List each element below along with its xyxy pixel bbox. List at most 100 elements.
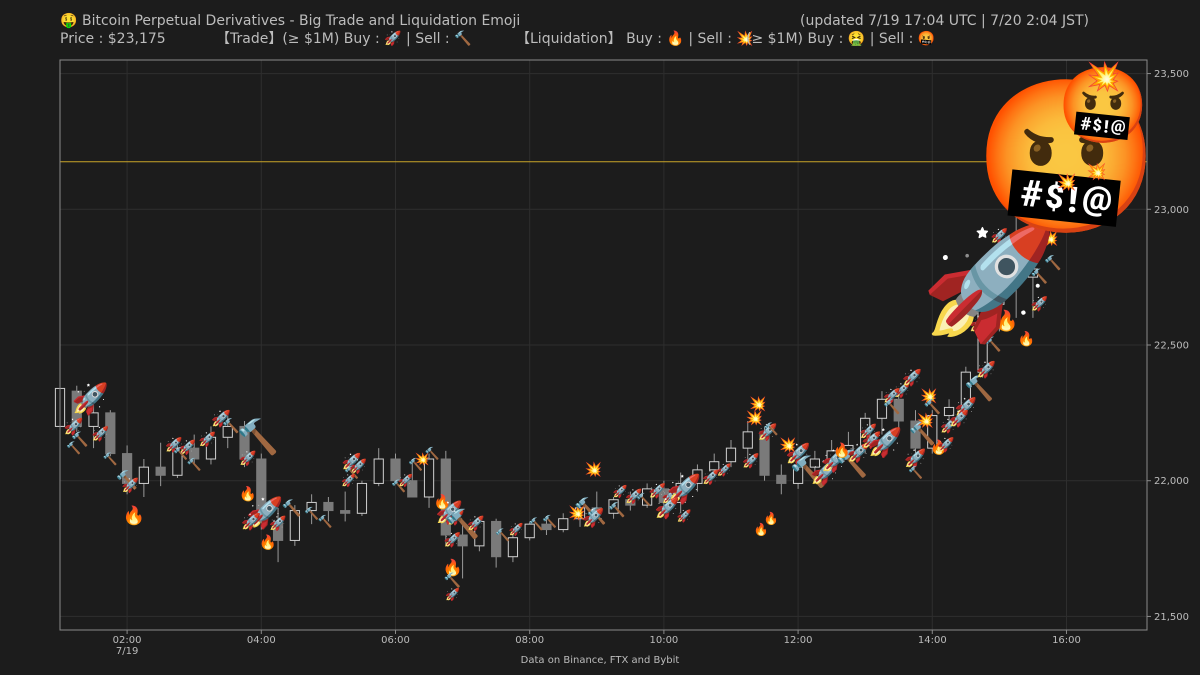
candle — [222, 415, 233, 449]
boom-marker-icon: 💥 — [568, 504, 585, 521]
x-tick-label: 12:00 — [784, 635, 813, 646]
hammer-marker-icon: 🔨 — [222, 417, 239, 434]
legend-liquidation: 【Liquidation】 Buy : 🔥 | Sell : 💥 — [516, 31, 754, 47]
candle-body — [642, 488, 653, 506]
candle — [121, 445, 133, 495]
rocket-marker-icon: 🚀 — [860, 423, 878, 440]
y-axis: 21,500 22,000 22,500 23,000 23,500 — [1147, 69, 1189, 623]
fire-marker-icon: 🔥 — [434, 493, 451, 510]
hammer-marker-icon: 🔨 — [836, 448, 868, 479]
rocket-marker-icon: 🚀 — [341, 474, 356, 488]
hammer-marker-icon: 🔨 — [282, 498, 302, 517]
hammer-marker-icon: 🔨 — [764, 422, 779, 436]
x-tick-label: 06:00 — [381, 635, 410, 646]
candle-body — [1011, 249, 1022, 278]
y-tick-label: 22,000 — [1154, 476, 1189, 487]
boom-marker-icon: 💥 — [585, 461, 602, 478]
rocket-marker-icon: 🚀 — [821, 448, 848, 474]
rocket-marker-icon: 🚀 — [445, 588, 460, 602]
rocket-marker-icon: 🚀 — [999, 257, 1019, 276]
candle — [88, 404, 99, 449]
candle — [407, 459, 418, 498]
candle — [440, 450, 451, 546]
y-tick-label: 23,000 — [1154, 205, 1189, 216]
candle — [642, 483, 653, 508]
angry-marker-icon: 🤬 — [973, 71, 1160, 245]
candle — [910, 410, 921, 465]
hammer-marker-icon: 🔨 — [445, 508, 480, 541]
hammer-marker-icon: 🔨 — [344, 466, 359, 480]
hammer-marker-icon: 🔨 — [304, 506, 319, 520]
rocket-marker-icon: 🚀 — [435, 500, 462, 526]
rocket-marker-icon: 🚀 — [625, 488, 643, 505]
candle — [843, 431, 854, 459]
candle — [289, 505, 300, 546]
rocket-marker-icon: 🚀 — [122, 477, 140, 494]
candle — [625, 491, 636, 511]
hammer-marker-icon: 🔨 — [789, 454, 826, 490]
candle — [491, 518, 502, 568]
rocket-marker-icon: 🚀 — [398, 474, 413, 488]
candle — [474, 518, 485, 552]
rocket-marker-icon: 🚀 — [165, 436, 183, 453]
y-tick-label: 23,500 — [1154, 69, 1189, 80]
rocket-marker-icon: 🚀 — [810, 459, 840, 487]
hammer-marker-icon: 🔨 — [318, 514, 333, 528]
rocket-marker-icon: 🚀 — [582, 507, 604, 529]
candle-body — [390, 458, 401, 482]
rocket-marker-icon: 🚀 — [717, 463, 732, 477]
candle-body — [692, 469, 703, 484]
rocket-marker-icon: 🚀 — [667, 472, 702, 505]
candle-body — [591, 507, 602, 514]
candle-body — [776, 474, 787, 484]
candle — [1011, 203, 1022, 318]
rocket-marker-icon: 🚀 — [921, 219, 1058, 347]
candle-body — [407, 480, 418, 498]
candle-body — [189, 447, 200, 460]
candle-body — [709, 461, 720, 471]
candle-body — [289, 510, 300, 541]
candle-body — [625, 499, 636, 506]
hammer-marker-icon: 🔨 — [495, 528, 510, 542]
candle — [155, 442, 166, 487]
candle — [943, 399, 955, 432]
rocket-marker-icon: 🚀 — [937, 436, 955, 453]
rocket-marker-icon: 🚀 — [902, 368, 922, 387]
hammer-marker-icon: 🔨 — [71, 431, 88, 448]
candle-body — [574, 507, 586, 520]
fire-marker-icon: 🔥 — [764, 512, 779, 526]
rocket-marker-icon: 🚀 — [239, 450, 257, 467]
current-price-label: Price : $23,175 — [60, 31, 166, 47]
rocket-marker-icon: 🚀 — [847, 442, 869, 464]
candle-body — [524, 523, 535, 539]
rocket-marker-icon: 🚀 — [246, 495, 283, 531]
rocket-marker-icon: 🚀 — [447, 510, 465, 527]
rocket-marker-icon: 🚀 — [868, 426, 903, 459]
candle — [272, 507, 284, 563]
candle — [742, 421, 753, 465]
fire-marker-icon: 🔥 — [443, 558, 463, 577]
candle-body — [608, 499, 619, 514]
candle — [205, 426, 217, 465]
candles — [54, 203, 1039, 579]
candle-body — [239, 425, 250, 460]
legend-trade: 【Trade】(≥ $1M) Buy : 🚀 | Sell : 🔨 — [216, 31, 472, 47]
rocket-marker-icon: 🚀 — [955, 396, 977, 418]
rocket-marker-icon: 🚀 — [72, 381, 109, 417]
candle — [558, 513, 569, 533]
hammer-marker-icon: 🔨 — [444, 572, 461, 589]
candle-body — [440, 458, 451, 536]
candle — [692, 464, 703, 492]
chart-grid — [60, 60, 1147, 630]
candle-body — [71, 390, 82, 427]
candle — [457, 521, 468, 579]
boom-marker-icon: 💥 — [917, 412, 934, 429]
rocket-marker-icon: 🚀 — [199, 431, 217, 448]
hammer-marker-icon: 🔨 — [1031, 268, 1048, 285]
hammer-marker-icon: 🔨 — [608, 502, 625, 519]
rocket-marker-icon: 🚀 — [655, 496, 680, 520]
candle-body — [172, 447, 183, 476]
hammer-marker-icon: 🔨 — [542, 514, 557, 528]
hammer-marker-icon: 🔨 — [908, 466, 923, 480]
